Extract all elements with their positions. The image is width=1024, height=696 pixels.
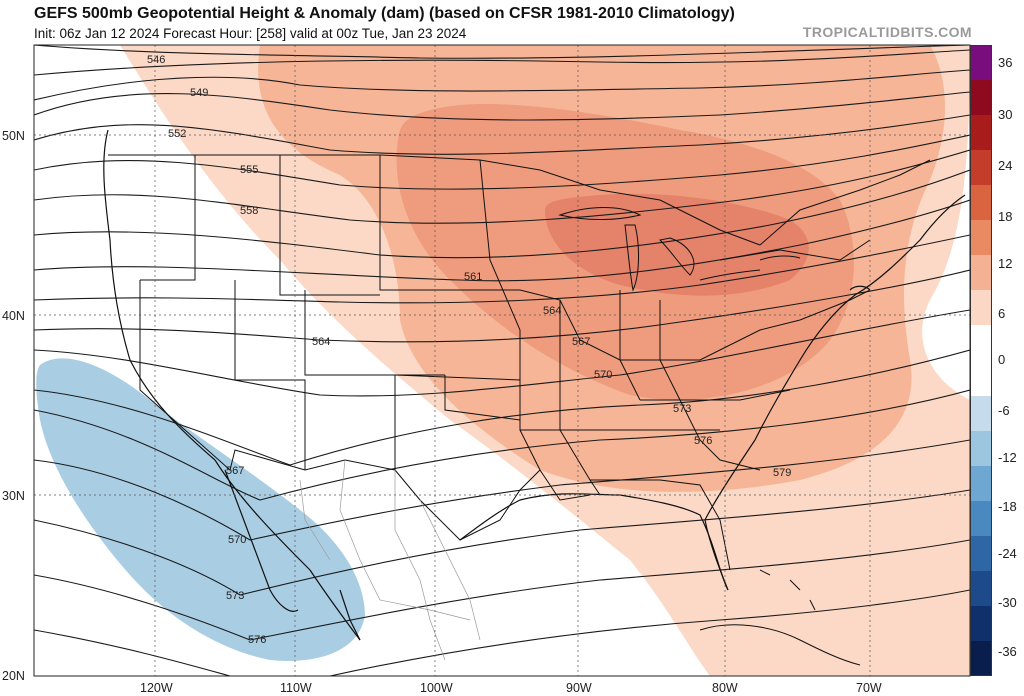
lon-label: 100W (420, 681, 453, 695)
colorbar-label: 12 (998, 256, 1013, 271)
lat-label: 30N (2, 489, 25, 503)
colorbar-label: 30 (998, 107, 1013, 122)
lon-label: 120W (140, 681, 173, 695)
lat-label: 20N (2, 669, 25, 683)
colorbar-swatch (970, 150, 992, 186)
colorbar-label: -36 (998, 644, 1017, 659)
colorbar-swatch (970, 430, 992, 467)
lat-label: 40N (2, 309, 25, 323)
colorbar-swatch (970, 220, 992, 256)
map-title: GEFS 500mb Geopotential Height & Anomaly… (34, 5, 735, 22)
contour-label: 573 (226, 590, 244, 602)
contour-label: 576 (694, 435, 712, 447)
colorbar-swatch (970, 465, 992, 502)
colorbar-swatch (970, 360, 992, 397)
contour-label: 552 (168, 128, 186, 140)
contour-label: 573 (673, 403, 691, 415)
contour-label: 561 (464, 271, 482, 283)
colorbar-swatch (970, 290, 992, 326)
colorbar-swatch (970, 185, 992, 221)
colorbar-swatch (970, 500, 992, 537)
contour-label: 576 (248, 634, 266, 646)
lat-label: 50N (2, 129, 25, 143)
lon-label: 80W (712, 681, 738, 695)
contour-label: 546 (147, 54, 165, 66)
colorbar-label: 6 (998, 306, 1006, 321)
brand-watermark: TROPICALTIDBITS.COM (802, 24, 972, 40)
colorbar-border (970, 45, 992, 676)
colorbar-label: 18 (998, 209, 1013, 224)
colorbar-swatch (970, 255, 992, 291)
colorbar-swatch (970, 115, 992, 151)
colorbar-swatch (970, 80, 992, 116)
contour-label: 564 (543, 305, 561, 317)
contour-label: 579 (773, 467, 791, 479)
contour-label: 555 (240, 164, 258, 176)
colorbar-swatch (970, 640, 992, 677)
map-subtitle: Init: 06z Jan 12 2024 Forecast Hour: [25… (34, 26, 467, 41)
colorbar-swatch (970, 570, 992, 607)
colorbar-swatch (970, 395, 992, 432)
lon-label: 90W (566, 681, 592, 695)
colorbar: 36 30 24 18 12 6 0 -6 -12 -18 -24 -30 -3… (970, 45, 1024, 677)
colorbar-label: -24 (998, 546, 1017, 561)
colorbar-label: -30 (998, 595, 1017, 610)
colorbar-label: 36 (998, 55, 1013, 70)
contour-label: 564 (312, 336, 330, 348)
lon-label: 110W (280, 681, 312, 695)
colorbar-label: -18 (998, 499, 1017, 514)
positive-anomaly-se (931, 560, 970, 676)
contour-label: 549 (190, 87, 208, 99)
contour-label: 567 (226, 465, 244, 477)
contour-label: 570 (594, 369, 612, 381)
colorbar-swatch (970, 325, 992, 361)
colorbar-swatch (970, 45, 992, 81)
colorbar-swatch (970, 535, 992, 572)
contour-label: 558 (240, 205, 258, 217)
contour-label: 570 (228, 534, 246, 546)
contour-label: 567 (572, 336, 590, 348)
colorbar-swatch (970, 605, 992, 642)
colorbar-label: -6 (998, 403, 1010, 418)
colorbar-label: -12 (998, 450, 1017, 465)
colorbar-label: 0 (998, 352, 1006, 367)
colorbar-label: 24 (998, 158, 1013, 173)
lon-label: 70W (856, 681, 882, 695)
